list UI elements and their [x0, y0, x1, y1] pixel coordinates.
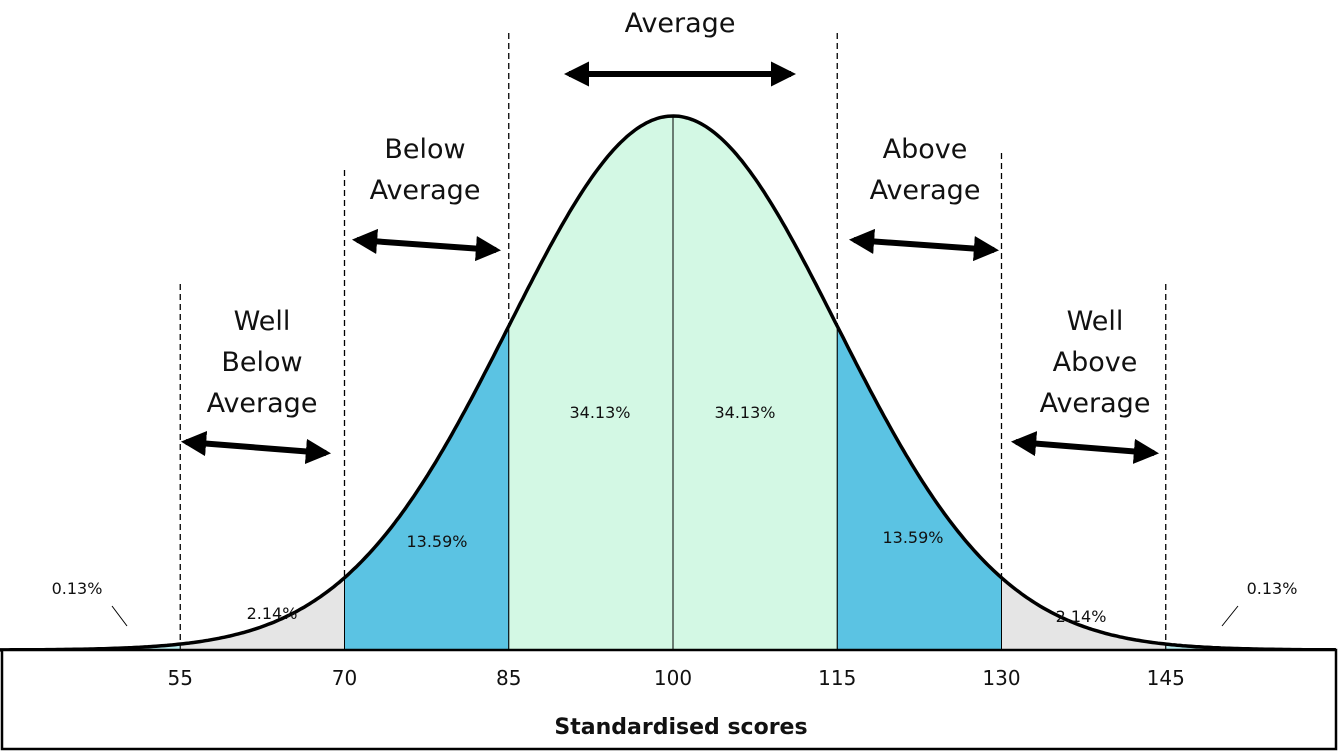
range-label-line: Well	[234, 306, 291, 337]
range-label-line: Above	[1053, 347, 1138, 378]
range-labels: WellBelowAverageBelowAverageAverageAbove…	[180, 8, 1160, 464]
band-percent-0: 0.13%	[52, 579, 103, 598]
band-percent-1: 2.14%	[247, 604, 298, 623]
leader-line-7	[1221, 605, 1239, 627]
tick-label: 70	[332, 666, 357, 690]
band-4	[672, 115, 838, 651]
score-ticks: 55 70 85 100 115 130 145	[168, 666, 1185, 690]
range-label-line: Below	[221, 347, 302, 378]
band-percent-3: 34.13%	[569, 403, 630, 422]
band-percent-7: 0.13%	[1247, 579, 1298, 598]
leader-line-0	[111, 605, 128, 627]
bell-curve	[0, 114, 1336, 652]
band-percent-6: 2.14%	[1056, 607, 1107, 626]
range-label-line: Average	[370, 175, 481, 206]
range-label-line: Above	[883, 134, 968, 165]
range-average: Average	[563, 8, 797, 87]
band-percent-4: 34.13%	[714, 403, 775, 422]
score-axis-box	[0, 648, 1338, 751]
tick-label: 55	[168, 666, 193, 690]
range-label-line: Average	[1040, 388, 1151, 419]
percentage-labels: 0.13% 2.14% 13.59% 34.13% 34.13% 13.59% 2.14% 0…	[52, 403, 1298, 627]
band-percent-5: 13.59%	[882, 528, 943, 547]
band-percent-2: 13.59%	[406, 532, 467, 551]
double-arrow-icon	[180, 431, 332, 464]
range-label-line: Average	[870, 175, 981, 206]
range-label-line: Average	[207, 388, 318, 419]
range-well-below: Well Below Average	[180, 306, 332, 464]
range-below: Below Average	[351, 134, 502, 262]
tick-label: 100	[654, 666, 692, 690]
tick-label: 85	[496, 666, 521, 690]
double-arrow-icon	[848, 228, 1000, 262]
tick-label: 145	[1147, 666, 1185, 690]
axis-title: Standardised scores	[554, 715, 807, 740]
sd-guide-lines	[179, 33, 1167, 650]
range-well-above: Well Above Average	[1010, 306, 1160, 464]
tick-label: 115	[818, 666, 856, 690]
range-label-line: Well	[1067, 306, 1124, 337]
range-label-line: Average	[625, 8, 736, 39]
double-arrow-icon	[351, 228, 502, 262]
tick-label: 130	[982, 666, 1020, 690]
double-arrow-icon	[1010, 431, 1160, 464]
band-3	[508, 115, 674, 651]
range-label-line: Below	[384, 134, 465, 165]
range-above: Above Average	[848, 134, 1000, 262]
